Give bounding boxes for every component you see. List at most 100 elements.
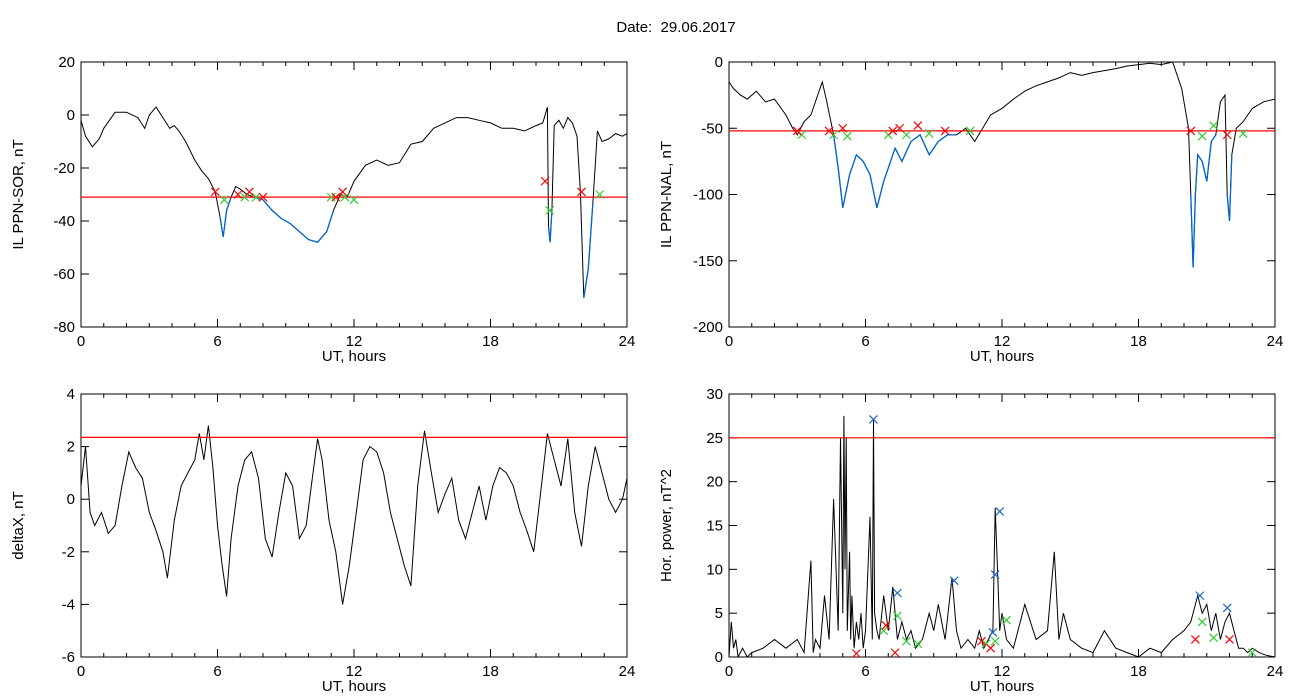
panel-bottom-left: deltaX, nT UT, hours 0 6 12 18 24 4 2 0 -2 -4 -6 <box>10 386 635 695</box>
red-cross-marker <box>940 126 950 136</box>
y-tick-label: 25 <box>706 430 723 447</box>
green-cross-marker <box>902 636 911 646</box>
y-tick-label: 2 <box>67 439 75 456</box>
x-tick-label: 6 <box>213 663 221 680</box>
y-tick-label: 15 <box>706 518 723 535</box>
red-cross-marker <box>895 123 905 133</box>
green-cross-marker <box>251 192 261 202</box>
plot-area <box>81 106 627 298</box>
red-cross-marker <box>888 126 898 136</box>
panel-bottom-right: Hor. power, nT^2 UT, hours 0 6 12 18 24 30 25 2… <box>658 386 1283 695</box>
y-tick-label: -20 <box>53 160 75 177</box>
red-cross-marker <box>986 643 996 653</box>
y-axis-label: IL PPN-NAL, nT <box>658 141 675 248</box>
x-tick-label: 24 <box>1267 663 1284 680</box>
blue-cross-marker <box>1222 603 1232 613</box>
green-cross-marker <box>1209 633 1218 643</box>
y-tick-label: 4 <box>67 386 75 403</box>
x-axis-label: UT, hours <box>322 678 386 695</box>
x-tick-label: 12 <box>994 663 1011 680</box>
x-tick-label: 18 <box>482 333 499 350</box>
red-cross-marker <box>1190 635 1200 644</box>
red-cross-marker <box>210 187 220 197</box>
green-cross-marker <box>965 126 975 136</box>
green-cross-marker <box>1247 648 1257 658</box>
y-tick-label: 0 <box>67 107 75 124</box>
red-cross-marker <box>913 121 923 131</box>
green-cross-marker <box>879 626 889 636</box>
x-tick-label: 18 <box>1130 333 1147 350</box>
series-line <box>729 62 1275 268</box>
panel-top-right: IL PPN-NAL, nT UT, hours 0 6 12 18 24 0 -50 -10… <box>658 54 1283 365</box>
red-cross-marker <box>838 123 848 133</box>
x-tick-label: 6 <box>861 333 869 350</box>
red-cross-marker <box>233 190 243 199</box>
panel-top-left: IL PPN-SOR, nT UT, hours 0 6 12 18 24 20 0 -20 -… <box>10 54 635 365</box>
blue-cross-marker <box>949 576 959 586</box>
x-tick-label: 12 <box>346 333 363 350</box>
figure-title: Date: 29.06.2017 <box>616 19 736 36</box>
y-tick-label: 0 <box>715 649 723 666</box>
green-cross-marker <box>1197 131 1207 141</box>
y-tick-label: 5 <box>715 605 723 622</box>
y-tick-label: -40 <box>53 213 75 230</box>
y-tick-label: 20 <box>706 474 723 491</box>
x-tick-label: 18 <box>1130 663 1147 680</box>
plot-frame <box>728 393 1276 658</box>
red-cross-marker <box>977 636 986 646</box>
y-tick-label: 0 <box>67 491 75 508</box>
y-tick-label: -80 <box>53 319 75 336</box>
plot-area <box>81 425 627 605</box>
x-tick-label: 6 <box>861 663 869 680</box>
green-cross-marker <box>349 195 359 205</box>
green-cross-marker <box>990 636 1000 646</box>
x-tick-label: 0 <box>77 663 85 680</box>
red-cross-marker <box>244 187 254 197</box>
red-cross-marker <box>824 126 834 136</box>
red-cross-marker <box>792 126 802 136</box>
red-cross-marker <box>1225 635 1234 644</box>
blue-cross-marker <box>1195 591 1205 601</box>
series-line <box>81 106 627 298</box>
y-axis-label: IL PPN-SOR, nT <box>10 139 27 249</box>
red-cross-marker <box>258 192 268 202</box>
blue-cross-marker <box>995 507 1005 516</box>
red-cross-marker <box>1186 126 1196 136</box>
red-cross-marker <box>890 648 900 658</box>
plot-frame <box>728 61 1276 328</box>
red-cross-marker <box>331 192 341 202</box>
y-tick-label: -50 <box>701 120 723 137</box>
green-cross-marker <box>1002 615 1011 625</box>
blue-cross-marker <box>869 414 878 424</box>
green-cross-marker <box>595 190 605 199</box>
y-axis-label: Hor. power, nT^2 <box>658 469 675 582</box>
green-cross-marker <box>892 611 902 621</box>
x-axis-label: UT, hours <box>322 348 386 365</box>
series-line <box>81 425 627 605</box>
x-tick-label: 12 <box>994 333 1011 350</box>
blue-cross-marker <box>892 588 902 598</box>
y-tick-label: -200 <box>693 319 723 336</box>
x-tick-label: 24 <box>1267 333 1284 350</box>
green-cross-marker <box>842 131 852 141</box>
plot-area <box>729 62 1275 268</box>
y-tick-label: -60 <box>53 266 75 283</box>
blue-cross-marker <box>988 628 998 637</box>
green-cross-marker <box>545 205 555 215</box>
x-tick-label: 24 <box>619 663 636 680</box>
red-cross-marker <box>1222 130 1232 140</box>
x-axis-label: UT, hours <box>970 678 1034 695</box>
y-tick-label: -150 <box>693 253 723 270</box>
green-cross-marker <box>1238 129 1248 138</box>
x-tick-label: 18 <box>482 663 499 680</box>
green-cross-marker <box>1197 617 1207 627</box>
x-tick-label: 24 <box>619 333 636 350</box>
x-tick-label: 0 <box>725 663 733 680</box>
y-tick-label: 20 <box>58 54 75 71</box>
y-tick-label: 10 <box>706 561 723 578</box>
y-tick-label: -4 <box>62 596 75 613</box>
y-tick-label: -6 <box>62 649 75 666</box>
green-cross-marker <box>219 195 229 205</box>
green-cross-marker <box>913 639 923 649</box>
